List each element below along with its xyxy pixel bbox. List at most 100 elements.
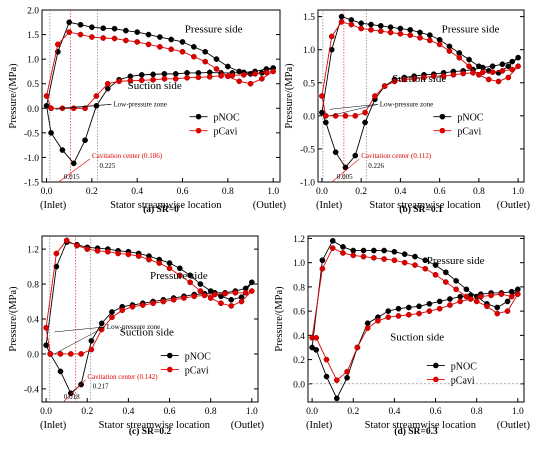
- data-point-pNOC: [100, 25, 107, 32]
- y-axis-label: Pressure/(MPa): [8, 286, 19, 352]
- data-point-pCavi: [319, 93, 325, 99]
- x-axis-label: Stator streamwise location: [369, 200, 481, 211]
- pressure-side-label: Pressure side: [150, 270, 208, 282]
- x-tick-label: 1.0: [246, 407, 258, 417]
- x-tick-label: 0.6: [164, 407, 176, 417]
- data-point-pNOC: [89, 24, 95, 31]
- data-point-pCavi: [127, 77, 134, 84]
- x-tick-label: 0.8: [205, 407, 217, 417]
- data-point-pNOC: [134, 29, 141, 35]
- data-point-pNOC: [161, 71, 168, 77]
- chart-panel-1: -1.5 -1.0 -0.5 0.0 0.5 1.0 1.5 2.0 0.0 0.2 0.4 0.6 0…: [8, 7, 286, 216]
- series-line-pNOC: [45, 241, 253, 394]
- data-point-pCavi: [222, 290, 228, 297]
- cavitation-center-pointer: [331, 158, 360, 183]
- data-point-pCavi: [463, 293, 470, 300]
- data-point-pNOC: [370, 247, 377, 254]
- x-tick-label: 0.4: [394, 187, 406, 197]
- data-point-pCavi: [201, 292, 208, 299]
- legend-label-pNOC: pNOC: [451, 361, 477, 372]
- legend-label-pCavi: pCavi: [214, 127, 238, 138]
- data-point-pCavi: [405, 311, 412, 318]
- y-axis-label: Pressure/(MPa): [284, 63, 295, 129]
- data-point-pNOC: [67, 390, 74, 397]
- data-point-pNOC: [509, 58, 516, 65]
- data-point-pCavi: [372, 93, 378, 99]
- y-tick-label: 0.0: [303, 112, 315, 122]
- x-tick-label: 0.4: [131, 187, 143, 197]
- data-point-pNOC: [412, 253, 418, 260]
- data-point-pCavi: [515, 63, 521, 70]
- data-point-pNOC: [57, 368, 64, 375]
- low-pressure-pointer: [54, 326, 105, 355]
- data-point-pNOC: [377, 23, 384, 29]
- data-point-pNOC: [78, 381, 84, 388]
- data-point-pCavi: [447, 302, 453, 308]
- data-point-pNOC: [248, 279, 255, 286]
- data-point-pCavi: [450, 71, 457, 78]
- data-point-pNOC: [505, 63, 512, 70]
- data-point-pCavi: [240, 72, 247, 78]
- data-point-pNOC: [322, 119, 329, 126]
- data-point-pNOC: [364, 320, 371, 327]
- x-tick-label: 0.0: [306, 407, 318, 417]
- data-point-pCavi: [323, 356, 330, 363]
- data-point-pCavi: [53, 250, 60, 257]
- y-tick-label: 1.2: [293, 235, 305, 245]
- data-point-pNOC: [360, 247, 367, 254]
- data-point-pCavi: [328, 33, 335, 40]
- x-tick-label: 0.4: [388, 407, 400, 417]
- y-tick-label: 1.0: [293, 259, 305, 269]
- y-tick-label: -1.0: [300, 179, 315, 189]
- legend-marker-pCavi: [167, 366, 173, 373]
- data-point-pCavi: [377, 28, 384, 35]
- data-point-pCavi: [206, 73, 213, 80]
- y-tick-label: -0.5: [300, 145, 315, 155]
- data-point-pNOC: [166, 260, 173, 266]
- data-point-pCavi: [440, 73, 447, 80]
- x-tick-label: 0.2: [355, 187, 367, 197]
- data-point-pCavi: [156, 260, 163, 266]
- data-point-pCavi: [412, 262, 418, 268]
- data-point-pNOC: [104, 85, 111, 92]
- data-point-pCavi: [43, 324, 49, 331]
- x-outlet-label: (Outlet): [497, 420, 531, 431]
- data-point-pCavi: [77, 31, 84, 38]
- y-tick-label: -0.4: [24, 385, 39, 395]
- data-point-pCavi: [228, 303, 235, 309]
- data-point-pCavi: [135, 253, 142, 259]
- data-point-pNOC: [111, 25, 118, 32]
- data-point-pNOC: [48, 130, 54, 136]
- data-point-pCavi: [421, 74, 427, 81]
- data-point-pCavi: [436, 41, 443, 48]
- data-point-pCavi: [100, 35, 107, 41]
- legend-marker-pNOC: [433, 362, 439, 369]
- pressure-side-label: Pressure side: [185, 23, 243, 35]
- y-tick-label: -0.5: [24, 129, 39, 139]
- data-point-pCavi: [168, 46, 175, 53]
- data-point-pCavi: [457, 298, 464, 305]
- data-point-pNOC: [457, 293, 464, 300]
- x-outlet-label: (Outlet): [231, 420, 265, 431]
- data-point-pCavi: [259, 75, 265, 82]
- legend-label-pCavi: pCavi: [457, 127, 481, 138]
- data-point-pCavi: [125, 251, 132, 258]
- y-tick-label: 2.0: [27, 7, 39, 17]
- x-tick-label: 0.8: [473, 187, 485, 197]
- data-point-pCavi: [350, 252, 357, 259]
- data-point-pNOC: [98, 320, 105, 327]
- data-point-pCavi: [170, 296, 177, 303]
- marker-label-inlet: 0.015: [64, 173, 80, 181]
- plot-frame: [41, 9, 281, 183]
- data-point-pCavi: [360, 253, 367, 260]
- y-tick-label: 1.5: [27, 31, 39, 41]
- plot-frame: [307, 235, 525, 403]
- data-point-pCavi: [313, 334, 320, 341]
- data-point-pNOC: [168, 36, 175, 43]
- cavitation-center-label: Cavitation center (0.142): [87, 373, 158, 381]
- data-point-pCavi: [340, 250, 346, 256]
- low-pressure-zone-label: Low-pressure zone: [380, 100, 433, 108]
- data-point-pCavi: [236, 78, 243, 85]
- x-tick-label: 1.0: [512, 407, 524, 417]
- data-point-pCavi: [401, 259, 408, 266]
